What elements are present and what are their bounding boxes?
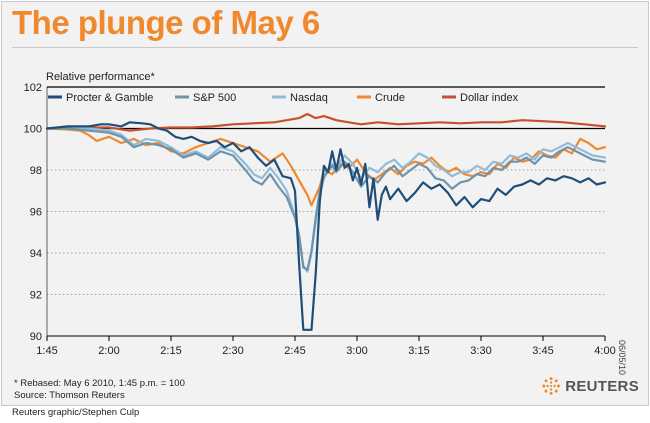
- source-note: Source: Thomson Reuters: [14, 390, 125, 401]
- title-divider: [12, 47, 638, 48]
- legend-label: S&P 500: [193, 92, 236, 104]
- series-line-dollar-index: [45, 112, 607, 132]
- y-tick-label: 102: [24, 82, 42, 94]
- x-tick-label: 2:15: [160, 345, 181, 357]
- graphic-credit: Reuters graphic/Stephen Culp: [12, 407, 140, 418]
- y-axis-label: Relative performance*: [46, 71, 156, 83]
- x-tick-label: 1:45: [36, 345, 57, 357]
- footnote: * Rebased: May 6 2010, 1:45 p.m. = 100 S…: [14, 378, 185, 402]
- x-tick-label: 3:15: [408, 345, 429, 357]
- rebase-note: * Rebased: May 6 2010, 1:45 p.m. = 100: [14, 378, 185, 389]
- y-tick-label: 98: [30, 165, 42, 177]
- y-tick-label: 96: [30, 207, 42, 219]
- brand-name: REUTERS: [565, 377, 639, 395]
- x-tick-label: 2:30: [222, 345, 243, 357]
- y-tick-label: 90: [30, 331, 42, 343]
- x-tick-label: 2:00: [98, 345, 119, 357]
- date-stamp: 06/05/10: [617, 340, 627, 376]
- x-tick-label: 4:00: [594, 345, 615, 357]
- chart-title: The plunge of May 6: [12, 4, 320, 41]
- legend-label: Nasdaq: [290, 92, 328, 104]
- y-axis-ticks: 90 92 94 96 98 100 102: [24, 82, 42, 343]
- y-tick-label: 92: [30, 290, 42, 302]
- reuters-logo: REUTERS: [541, 373, 639, 399]
- series-line-crude: [45, 127, 607, 207]
- x-tick-label: 2:45: [284, 345, 305, 357]
- legend: Procter & Gamble S&P 500 Nasdaq Crude Dollar…: [48, 92, 519, 104]
- y-tick-label: 94: [30, 248, 42, 260]
- series-line-nasdaq: [45, 126, 607, 273]
- x-tick-label: 3:45: [532, 345, 553, 357]
- legend-label: Dollar index: [460, 92, 519, 104]
- series-line-s-p-500: [45, 127, 607, 271]
- legend-label: Crude: [375, 92, 405, 104]
- reuters-dots-icon: [542, 377, 560, 395]
- x-tick-label: 3:00: [346, 345, 367, 357]
- series-line-procter-gamble: [45, 121, 607, 331]
- y-tick-label: 100: [24, 124, 42, 136]
- legend-label: Procter & Gamble: [66, 92, 153, 104]
- x-axis-ticks: 1:45 2:00 2:15 2:30 2:45 3:00 3:15 3:30 3:45 4:00: [36, 87, 616, 357]
- gridlines: [47, 86, 605, 337]
- x-tick-label: 3:30: [470, 345, 491, 357]
- series-lines: [45, 112, 607, 331]
